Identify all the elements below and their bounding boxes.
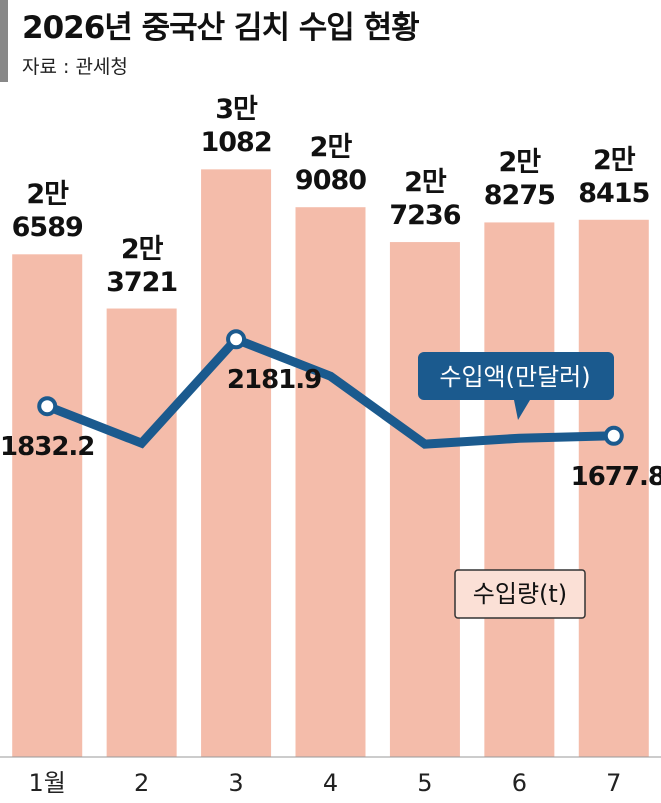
bar-value-label: 2만 8275: [483, 147, 556, 212]
source: 자료 : 관세청: [22, 56, 128, 78]
legend-box: [454, 569, 586, 619]
bar: [295, 207, 366, 758]
bar: [12, 254, 83, 758]
bar-value-label: 2만 9080: [294, 132, 367, 197]
bar-value-label: 2만 7236: [389, 167, 461, 232]
x-tick-label: 4: [323, 769, 338, 797]
line: [45, 333, 614, 449]
line-marker: [37, 396, 58, 417]
legend-label: 수입액(만달러): [439, 363, 590, 391]
legend-box: [418, 352, 614, 420]
legend-label: 수입량(t): [473, 580, 567, 608]
line-value-label: 1677.8: [570, 461, 661, 492]
bar-value-label: 2만 6589: [11, 179, 84, 244]
x-tick-label: 2: [134, 769, 149, 797]
bar-value-label: 2만 8415: [578, 144, 650, 209]
bar-value-label: 2만 3721: [106, 233, 178, 298]
line-marker: [226, 329, 247, 350]
bar: [201, 169, 272, 757]
chart-title: 2026년 중국산 김치 수입 현황: [22, 10, 420, 46]
x-tick-label: 1월: [29, 769, 66, 797]
x-tick-label: 6: [512, 769, 527, 797]
bar-value-label: 3만 1082: [200, 94, 272, 159]
x-tick-label: 5: [417, 769, 432, 797]
line-value-label: 2181.9: [226, 365, 322, 396]
bar: [106, 308, 177, 757]
bar: [578, 219, 649, 757]
line-value-label: 1832.2: [0, 432, 95, 463]
line-marker: [603, 425, 624, 446]
x-tick-label: 7: [606, 769, 621, 797]
bar: [389, 242, 460, 757]
bar: [484, 222, 555, 757]
x-tick-label: 3: [228, 769, 243, 797]
title-bar: [0, 0, 8, 82]
